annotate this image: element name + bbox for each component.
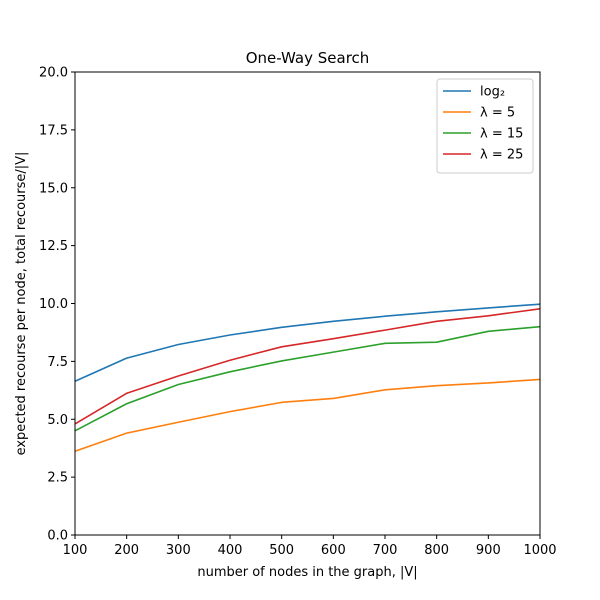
x-tick-label: 1000 [523,543,556,558]
y-tick-label: 12.5 [39,239,68,254]
legend-box [436,78,534,174]
x-tick-label: 200 [114,543,139,558]
legend-entry: λ = 25 [480,148,523,163]
y-axis: 0.0 2.5 5.0 7.5 10.0 12.5 15.0 17.5 20.0 [39,66,75,544]
x-axis-label: number of nodes in the graph, |V| [197,565,417,580]
x-tick-label: 600 [321,543,346,558]
series-line-3 [74,308,541,425]
x-tick-label: 100 [63,543,88,558]
y-tick-label: 5.0 [47,413,68,428]
x-tick-label: 800 [424,543,449,558]
x-tick-label: 500 [269,543,294,558]
y-tick-label: 0.0 [47,529,68,544]
y-tick-label: 20.0 [39,66,68,81]
series-line-0 [74,303,541,383]
legend-entry: λ = 15 [480,127,523,142]
legend: log₂ λ = 5 λ = 15 λ = 25 [436,78,534,174]
series-line-1 [74,378,541,452]
legend-entry: λ = 5 [480,106,515,121]
x-tick-label: 400 [218,543,243,558]
series-line-2 [74,325,541,432]
x-tick-label: 300 [166,543,191,558]
y-tick-label: 7.5 [47,355,68,370]
y-axis-label: expected recourse per node, total recour… [14,152,29,456]
plot-area [74,303,541,452]
y-tick-label: 17.5 [39,123,68,138]
chart-title: One-Way Search [246,49,370,67]
x-axis: 100 200 300 400 500 600 700 800 900 1000 [63,535,557,558]
y-tick-label: 15.0 [39,181,68,196]
y-tick-label: 2.5 [47,471,68,486]
legend-entry: log₂ [480,85,505,100]
y-tick-label: 10.0 [39,297,68,312]
x-tick-label: 700 [373,543,398,558]
x-tick-label: 900 [476,543,501,558]
